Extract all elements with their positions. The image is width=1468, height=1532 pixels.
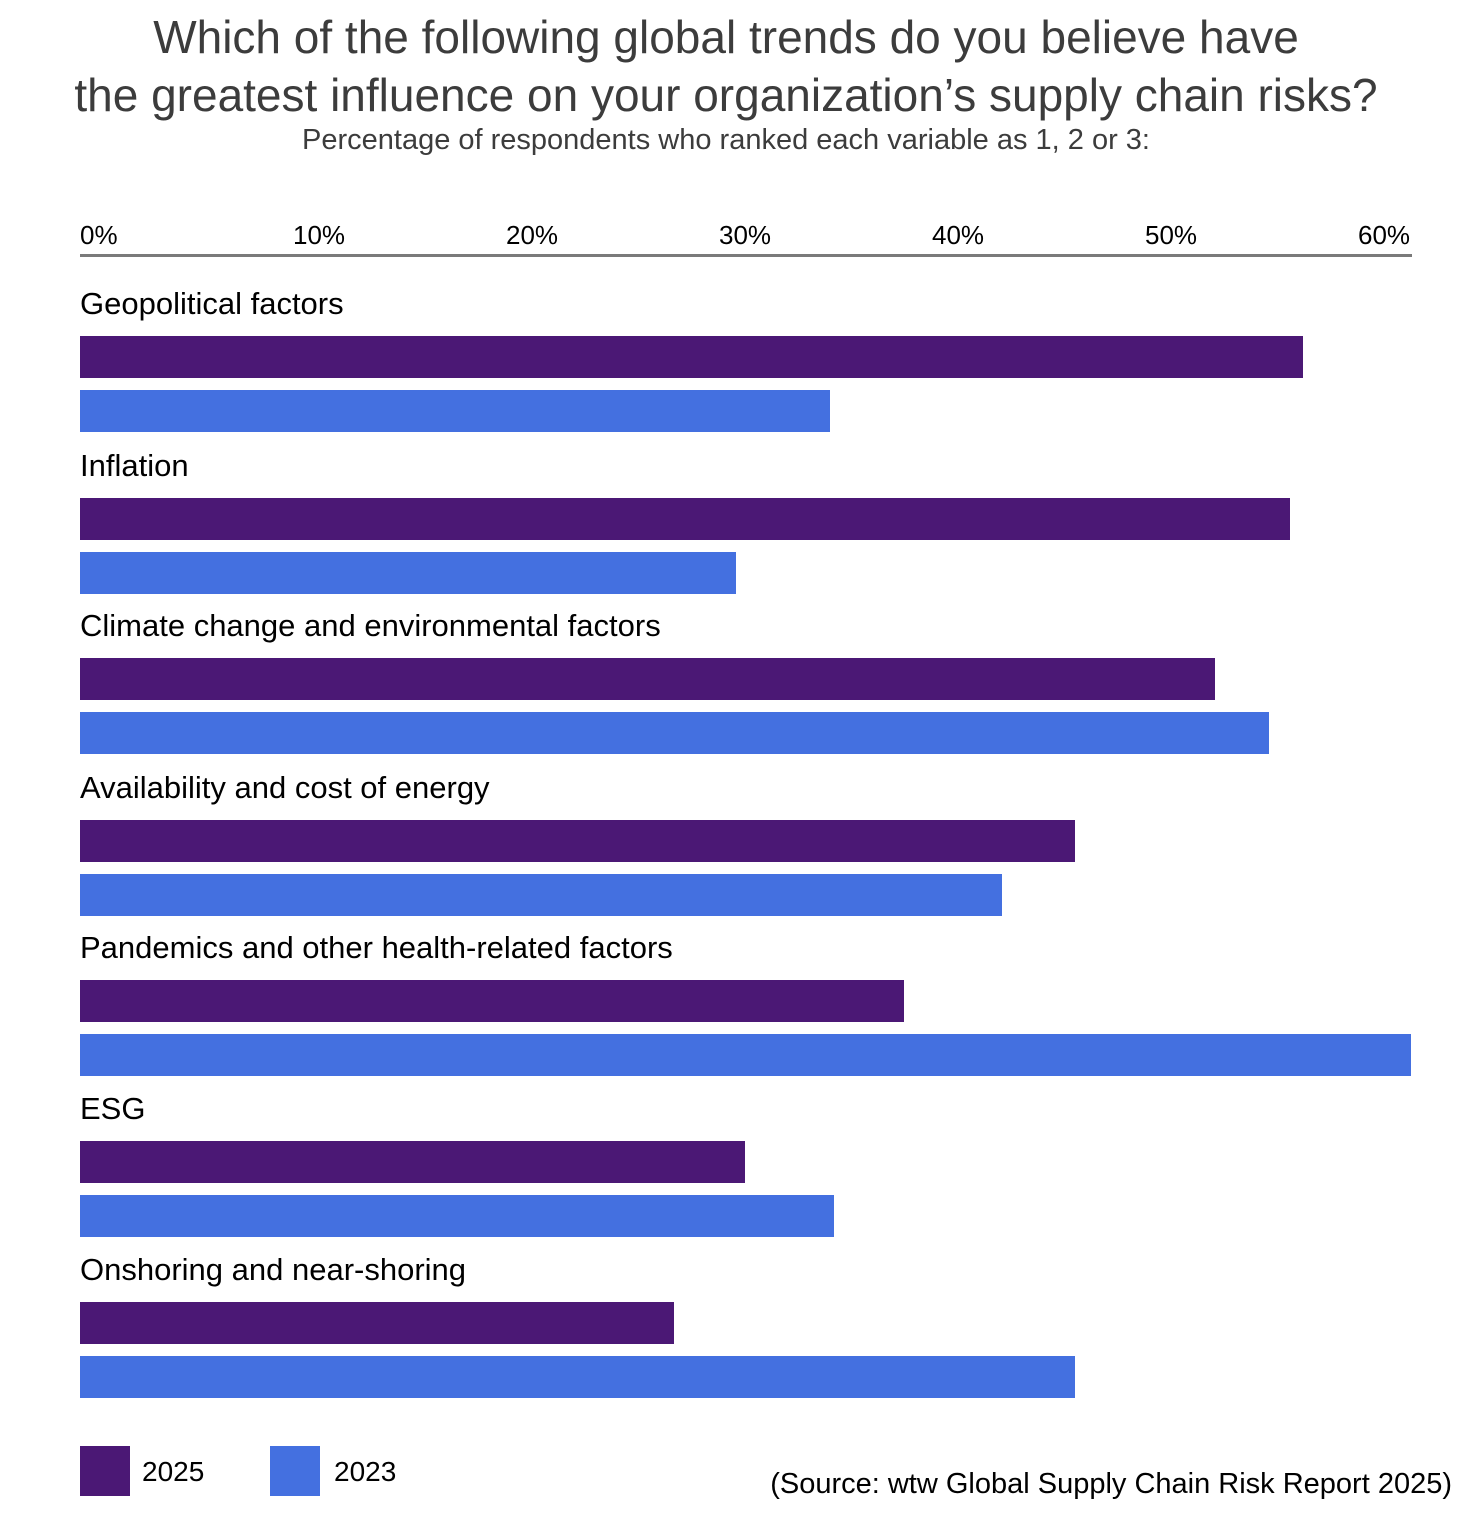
bar-2023 [80,552,737,594]
bar-2025 [80,336,1303,378]
chart-subtitle: Percentage of respondents who ranked eac… [302,124,1150,156]
category-label: Onshoring and near-shoring [80,1252,467,1287]
legend-label-2025: 2025 [142,1456,205,1487]
x-tick-label: 0% [80,220,118,250]
category-label: ESG [80,1091,146,1126]
x-tick-label: 40% [932,220,985,250]
bar-2025 [80,980,905,1022]
legend-swatch-2023 [270,1446,320,1496]
bar-2023 [80,712,1269,754]
x-tick-label: 50% [1145,220,1198,250]
bar-2025 [80,1141,745,1183]
category-label: Climate change and environmental factors [80,608,661,643]
bar-2025 [80,498,1290,540]
legend-swatch-2025 [80,1446,130,1496]
x-axis-line [80,254,1412,257]
bar-2023 [80,1195,835,1237]
x-tick-label: 60% [1358,220,1411,250]
source-note: (Source: wtw Global Supply Chain Risk Re… [770,1468,1452,1500]
category-label: Geopolitical factors [80,286,344,321]
bar-2023 [80,874,1003,916]
chart-title-line-1: Which of the following global trends do … [153,11,1299,63]
legend-label-2023: 2023 [334,1456,397,1487]
bar-2025 [80,820,1075,862]
bar-2025 [80,658,1216,700]
bar-2023 [80,390,830,432]
x-tick-label: 10% [293,220,346,250]
x-tick-label: 30% [719,220,772,250]
category-label: Availability and cost of energy [80,770,490,805]
category-label: Inflation [80,448,189,483]
x-tick-label: 20% [506,220,559,250]
bar-2023 [80,1034,1412,1076]
bar-2025 [80,1302,675,1344]
chart-title-line-2: the greatest influence on your organizat… [74,69,1378,121]
category-label: Pandemics and other health-related facto… [80,930,673,965]
bar-2023 [80,1356,1075,1398]
